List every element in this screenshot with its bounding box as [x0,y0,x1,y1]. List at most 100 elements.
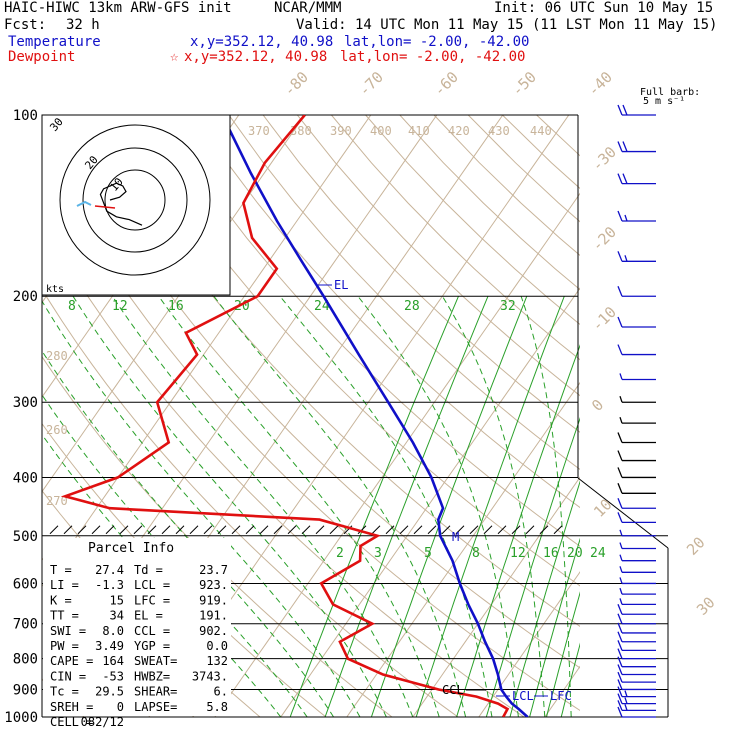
mixing-ratio-label: 24 [314,299,330,314]
barb-half-flag [619,587,623,595]
wind-barb [617,467,656,479]
wind-barb [617,664,656,676]
wind-barb [617,104,656,116]
parcel-row-right-value: 919. [199,593,228,607]
dry-adiabat-line [125,115,580,587]
parcel-row-left-value: -53 [102,669,124,683]
pressure-tick-label: 600 [13,576,38,592]
org-label: NCAR/MMM [274,0,342,16]
dry-adiabat-line [42,220,525,717]
parcel-row-right-value: 132 [206,654,228,668]
pressure-tick-label: 1000 [4,710,38,726]
hatch-mark [49,525,59,535]
isotherm-label: -70 [355,68,387,100]
barb-flag [617,512,623,523]
barb-flag [617,497,623,509]
barb-half-flag [619,598,623,605]
theta-label: 390 [330,124,352,138]
isotherm-line [214,192,580,717]
hatch-mark [161,525,171,535]
isotherm-label: 30 [693,593,719,619]
init-time: Init: 06 UTC Sun 10 May 15 [494,0,714,16]
wind-barb [617,640,656,652]
barb-flag [617,693,623,704]
hatch-mark [455,525,465,535]
parcel-row-right-value: 5.8 [206,700,228,714]
parcel-row-left-value: 082/12 [81,715,124,729]
isotherm-label: -30 [588,143,620,175]
barb-flag [617,316,623,328]
barb-flag [617,648,623,659]
hatch-mark [385,525,395,535]
dry-adiabat-line [399,115,580,291]
barb-flag [617,656,623,667]
barb-flag [617,104,623,116]
dewpoint-marker-icon: ☆ [170,49,179,65]
hatch-mark [301,525,311,535]
wind-barb [617,497,656,509]
parcel-row-left-label: PW = [50,639,79,653]
wind-barb [617,344,656,356]
dry-adiabat-line [160,115,580,547]
pressure-tick-label: 400 [13,470,38,486]
isotherm-line [677,115,740,717]
isotherm-label: -40 [584,68,616,100]
isotherm-label: -50 [508,68,540,100]
wind-barb [617,706,656,718]
parcel-row-left-value: 0 [117,700,124,714]
hatch-mark [427,525,437,535]
hatch-mark [553,525,563,535]
barb-half-flag [619,577,623,584]
mixing-ratio-label: 16 [168,299,184,314]
wind-barb [617,285,656,297]
mixing-ratio-line [324,296,489,717]
mixing-ratio-label: 5 [424,546,432,561]
parcel-row-right-value: 23.7 [199,563,228,577]
wind-barb [617,613,656,625]
theta-label: 280 [46,349,68,363]
valid-time: Valid: 14 UTC Mon 11 May 15 (11 LST Mon … [296,17,718,33]
hatch-mark [399,525,409,535]
parcel-row-left-label: Tc = [50,685,79,699]
barb-flag [617,631,623,643]
isotherm-label: 0 [588,396,607,415]
barb-half-flag [619,529,623,536]
mixing-ratio-label: 12 [112,299,128,314]
temperature-xy: x,y=352.12, 40.98 [190,34,334,50]
barb-half-flag [624,690,628,697]
isotherm-line [42,115,306,493]
parcel-row-left-label: SREH = [50,700,93,714]
mixing-ratio-line [546,591,580,717]
parcel-row-left-label: CAPE = [50,654,93,668]
wind-barb [619,598,656,606]
parcel-row-right-value: 3743. [192,669,228,683]
hatch-mark [91,525,101,535]
isotherm-label: 10 [590,495,616,521]
pressure-tick-label: 900 [13,682,38,698]
barb-flag [617,483,623,494]
dewpoint-latlon: lat,lon= -2.00, -42.00 [340,49,526,65]
theta-label: 400 [370,124,392,138]
mixing-ratio-label: 2 [336,546,344,561]
dry-adiabat-line [194,115,580,509]
mixing-level-label: M [452,530,459,544]
wind-barb [619,529,656,537]
parcel-row-right-label: Td = [134,563,163,577]
parcel-row-left-label: CELL = [50,715,93,729]
isotherm-label: -80 [280,68,312,100]
hatch-mark [217,525,227,535]
wind-barb [617,679,656,691]
wind-barb [617,450,656,462]
pressure-tick-label: 300 [13,395,38,411]
parcel-row-right-label: LCL = [134,578,170,592]
temperature-legend: Temperature [8,34,101,50]
barb-half-flag [619,373,623,380]
parcel-row-left-label: LI = [50,578,79,592]
barb-flag [617,671,623,683]
parcel-row-right-label: SHEAR= [134,685,177,699]
parcel-row-left-label: TT = [50,609,79,623]
hatch-mark [203,525,213,535]
pressure-tick-label: 500 [13,529,38,545]
hatch-mark [189,525,199,535]
